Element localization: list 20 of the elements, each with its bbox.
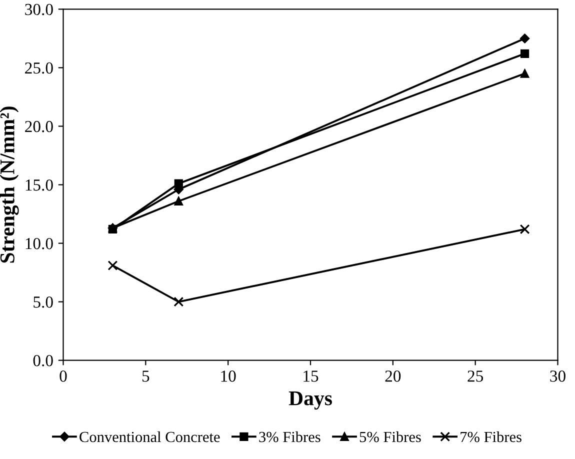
y-tick-label: 15.0: [26, 179, 53, 191]
legend-label: 7% Fibres: [460, 431, 522, 442]
x-tick-label: 0: [60, 370, 67, 382]
x-tick-label: 25: [468, 370, 484, 382]
y-tick-label: 30.0: [25, 4, 53, 16]
x-tick-label: 5: [142, 370, 150, 382]
y-tick-label: 0.0: [33, 355, 53, 366]
x-tick-label: 15: [304, 370, 318, 382]
y-tick-label: 20.0: [25, 120, 53, 132]
x-axis-title: Days: [288, 391, 332, 410]
legend-label: 3% Fibres: [259, 431, 320, 442]
legend-label: Conventional Concrete: [80, 431, 220, 442]
y-tick-label: 25.0: [25, 62, 53, 74]
legend-label: 5% Fibres: [360, 431, 421, 442]
y-tick-label: 5.0: [34, 296, 53, 308]
x-tick-label: 20: [385, 370, 401, 382]
y-tick-label: 10.0: [26, 238, 53, 250]
y-axis-title: Strength (N/mm²): [0, 106, 19, 263]
x-tick-label: 10: [221, 370, 236, 382]
x-tick-label: 30: [550, 370, 566, 382]
